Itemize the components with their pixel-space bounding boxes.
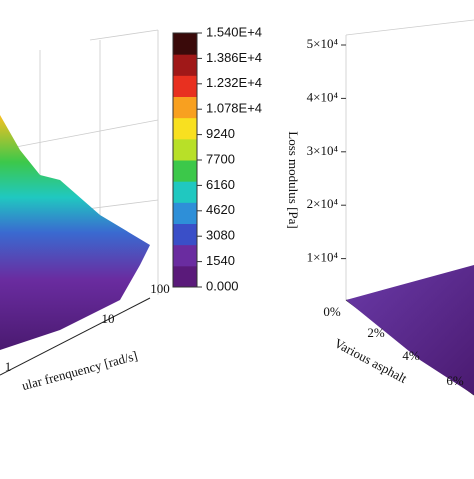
colorbar-segment [173,244,197,267]
colorbar-tick-label: 3080 [206,228,235,243]
colorbar-segment [173,96,197,119]
y-tick-label: 4% [402,348,420,363]
y-tick-label: 6% [446,373,464,388]
colorbar-tick-label: 9240 [206,126,235,141]
colorbar-segment [173,265,197,288]
right-surface [346,265,474,395]
colorbar-tick-label: 0.000 [206,278,239,293]
colorbar-tick-label: 1.078E+4 [206,101,262,116]
colorbar-tick-label: 6160 [206,177,235,192]
colorbar-tick-label: 7700 [206,151,235,166]
z-tick-label: 2×10⁴ [307,196,339,211]
z-tick-label: 1×10⁴ [307,250,339,265]
colorbar-tick-label: 1540 [206,253,235,268]
colorbar-tick-label: 1.232E+4 [206,75,262,90]
z-axis-label: Loss modulus [Pa] [286,131,301,229]
y-axis-label: Various asphalt [332,335,410,386]
colorbar-tick-label: 1.386E+4 [206,50,262,65]
x-axis-label: ular frenquency [rad/s] [20,348,139,393]
y-tick-label: 2% [367,325,385,340]
colorbar-segment [173,117,197,140]
colorbar-segment [173,223,197,246]
colorbar-segment [173,138,197,161]
colorbar-segment [173,202,197,224]
colorbar-segment [173,33,197,55]
colorbar-tick-label: 4620 [206,202,235,217]
x-tick-label: 10 [102,311,115,326]
colorbar-segment [173,75,197,97]
z-tick-label: 4×10⁴ [307,89,339,104]
colorbar-segment [173,54,197,76]
left-surface [0,115,150,350]
x-tick-label: 100 [150,281,170,296]
y-tick-label: 0% [323,304,341,319]
colorbar-segment [173,160,197,182]
colorbar-tick-label: 1.540E+4 [206,24,262,39]
z-tick-label: 3×10⁴ [307,143,339,158]
x-tick-label: 1 [5,359,12,374]
colorbar-segment [173,181,197,203]
z-tick-label: 5×10⁴ [307,36,339,51]
x-axis [0,297,151,376]
